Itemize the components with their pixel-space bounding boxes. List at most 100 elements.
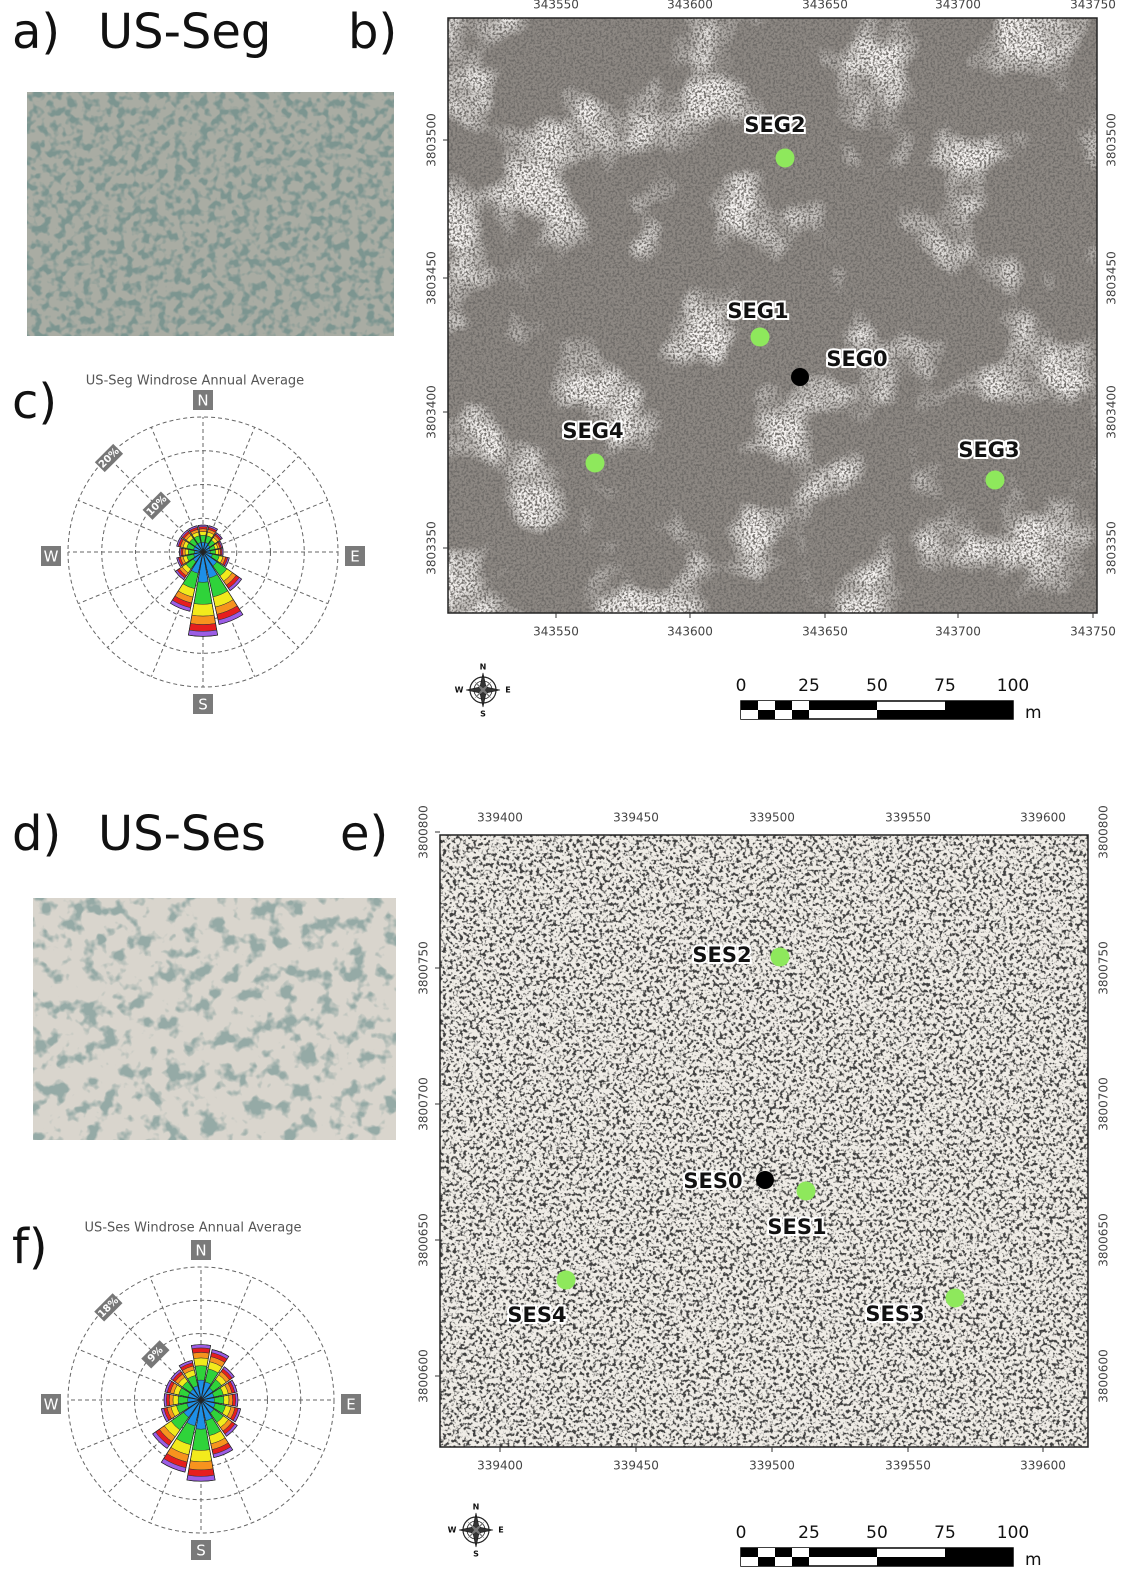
panel-label: c) [12,374,57,430]
x-tick-label: 343750 [1070,0,1116,12]
scale-segment [741,701,758,710]
y-tick-label: 3803500 [1105,113,1119,166]
petal-band [188,1469,215,1477]
panel-label: f) [12,1219,48,1275]
tower-marker [771,948,790,967]
scale-unit: m [1025,703,1042,723]
direction-label: N [197,392,208,410]
scale-segment [741,710,758,719]
scale-segment [792,710,809,719]
direction-label: E [346,1396,355,1414]
tower-label: SEG0 [826,347,887,371]
panel-label: b) [348,4,397,60]
scale-label: 100 [997,1523,1029,1543]
y-tick-label: 3800700 [417,1077,431,1130]
compass-letter: E [505,686,510,695]
x-tick-label: 343550 [533,625,579,639]
petal-band [192,1429,210,1451]
x-tick-label: 339600 [1020,1459,1066,1473]
tower-marker [797,1182,816,1201]
tower-marker [756,1171,774,1189]
scale-segment [877,1557,945,1566]
x-tick-label: 343600 [667,625,713,639]
x-tick-label: 339400 [477,811,523,825]
y-tick-label: 3800650 [1097,1213,1111,1266]
petal-band [199,529,207,532]
x-tick-label: 343700 [935,625,981,639]
tower-marker [986,471,1005,490]
y-tick-label: 3800650 [417,1213,431,1266]
x-tick-label: 343650 [802,625,848,639]
scale-label: 100 [997,676,1029,696]
y-tick-label: 3803450 [425,251,439,304]
petal-band [193,1352,210,1358]
direction-label: E [350,548,359,566]
tower-label: SEG2 [744,113,805,137]
direction-label: S [198,696,208,714]
y-tick-label: 3800700 [1097,1077,1111,1130]
tower-label: SES1 [767,1215,826,1239]
scale-unit: m [1025,1550,1042,1570]
y-tick-label: 3800800 [417,805,431,858]
scale-segment [792,1548,809,1557]
compass-letter: W [448,1526,457,1535]
petal-band [192,1348,210,1353]
x-tick-label: 339600 [1020,811,1066,825]
compass-letter: N [480,663,487,672]
tower-label: SEG3 [958,438,1019,462]
x-tick-label: 343600 [667,0,713,12]
direction-label: W [44,548,59,566]
direction-label: W [44,1396,59,1414]
tower-label: SES2 [692,943,751,967]
scale-segment [758,710,775,719]
scale-label: 25 [798,676,820,696]
petal-band [215,549,218,554]
x-tick-label: 339550 [885,1459,931,1473]
tower-marker [586,454,605,473]
windrose-title: US-Seg Windrose Annual Average [86,374,304,389]
panel-label: d) [12,806,61,862]
compass-letter: N [473,1503,480,1512]
compass-letter: S [480,710,486,719]
scale-segment [945,702,1013,711]
tower-marker [791,368,809,386]
scale-label: 0 [736,1523,747,1543]
scale-segment [945,1557,1013,1566]
scale-segment [809,702,877,711]
x-tick-label: 339500 [749,1459,795,1473]
scale-segment [758,701,775,710]
x-tick-label: 343700 [935,0,981,12]
petal-band [169,1394,173,1405]
scale-segment [775,710,792,719]
scale-label: 75 [934,676,956,696]
petal-band [173,1395,179,1405]
y-tick-label: 3800600 [417,1349,431,1402]
y-tick-label: 3803400 [1105,385,1119,438]
petal-band [190,1450,211,1462]
scale-segment [877,710,945,719]
windrose-title: US-Ses Windrose Annual Average [85,1221,302,1236]
tower-marker [751,328,770,347]
tower-label: SEG1 [727,299,788,323]
photo-texture [27,92,394,336]
x-tick-label: 343750 [1070,625,1116,639]
scale-segment [775,701,792,710]
photo-texture [33,898,396,1140]
x-tick-label: 343650 [802,0,848,12]
scale-segment [792,1557,809,1566]
scale-segment [758,1548,775,1557]
tower-label: SES4 [507,1303,566,1327]
tower-label: SEG4 [562,419,623,443]
panel-label: a) [12,4,60,60]
petal-band [192,604,214,617]
scale-segment [758,1557,775,1566]
tower-label: SES0 [683,1169,742,1193]
scale-segment [945,710,1013,719]
site-title: US-Ses [98,806,266,862]
scale-label: 0 [736,676,747,696]
scale-segment [741,1557,758,1566]
scale-segment [741,1548,758,1557]
scale-segment [775,1548,792,1557]
